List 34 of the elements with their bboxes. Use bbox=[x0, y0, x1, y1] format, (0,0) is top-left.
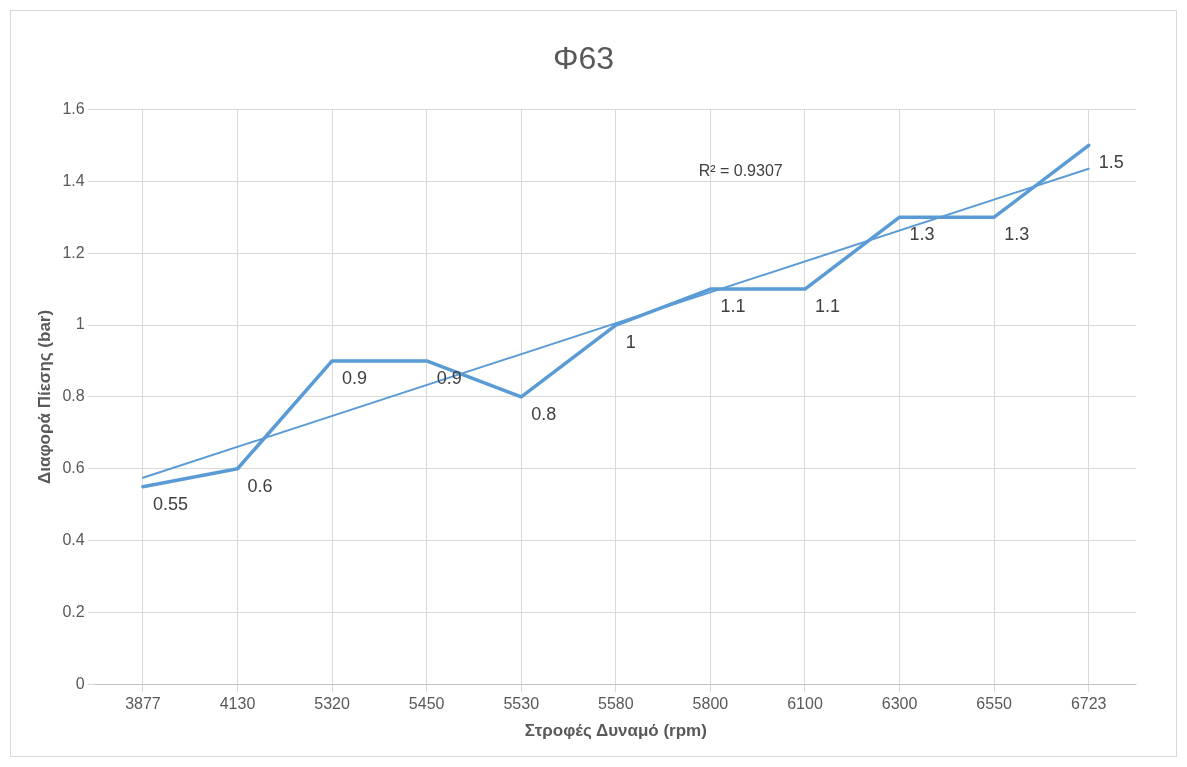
data-label: 1.5 bbox=[1098, 152, 1124, 173]
x-tick-label: 5450 bbox=[408, 695, 445, 713]
annotation: R² = 0.9307 bbox=[698, 161, 783, 179]
y-tick-label: 1.4 bbox=[62, 171, 85, 189]
x-tick-label: 5320 bbox=[314, 695, 350, 713]
y-tick-label: 0.2 bbox=[62, 602, 85, 620]
y-tick-label: 0 bbox=[75, 674, 85, 692]
data-label: 0.55 bbox=[152, 493, 188, 514]
x-tick-label: 6100 bbox=[787, 695, 823, 713]
x-tick-label: 4130 bbox=[219, 695, 256, 713]
x-tick-label: 3877 bbox=[125, 695, 161, 713]
data-label: 1 bbox=[625, 331, 636, 352]
data-label: 0.9 bbox=[342, 367, 368, 388]
data-label: 1.1 bbox=[720, 296, 746, 317]
x-axis-title: Στροφές Δυναμό (rpm) bbox=[524, 721, 707, 741]
y-tick-label: 0.8 bbox=[62, 387, 85, 405]
y-tick-label: 0.6 bbox=[62, 459, 85, 477]
x-tick-label: 6300 bbox=[881, 695, 918, 713]
data-label: 1.3 bbox=[1004, 224, 1030, 245]
y-axis-title: Διαφορά Πίεσης (bar) bbox=[34, 309, 54, 484]
data-label: 1.3 bbox=[909, 224, 935, 245]
y-tick-label: 1.6 bbox=[62, 99, 85, 117]
data-label: 0.8 bbox=[531, 403, 557, 424]
data-label: 1.1 bbox=[814, 296, 841, 317]
x-tick-label: 6550 bbox=[976, 695, 1013, 713]
y-tick-label: 0.4 bbox=[62, 531, 85, 549]
data-label: 0.6 bbox=[247, 475, 273, 496]
y-tick-label: 1.2 bbox=[62, 243, 85, 261]
x-tick-label: 5530 bbox=[503, 695, 540, 713]
y-tick-label: 1 bbox=[75, 315, 85, 333]
x-tick-label: 5800 bbox=[692, 695, 729, 713]
x-tick-label: 6723 bbox=[1070, 695, 1107, 713]
x-tick-label: 5580 bbox=[598, 695, 634, 713]
chart-title: Φ63 bbox=[552, 40, 615, 77]
